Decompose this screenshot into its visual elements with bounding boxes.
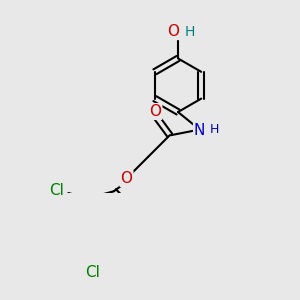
Text: Cl: Cl (85, 266, 100, 280)
Text: O: O (149, 104, 161, 119)
Text: O: O (167, 24, 179, 39)
Text: N: N (194, 123, 206, 138)
Text: H: H (209, 123, 219, 136)
Text: Cl: Cl (50, 184, 64, 199)
Text: O: O (121, 171, 133, 186)
Text: H: H (184, 25, 194, 39)
